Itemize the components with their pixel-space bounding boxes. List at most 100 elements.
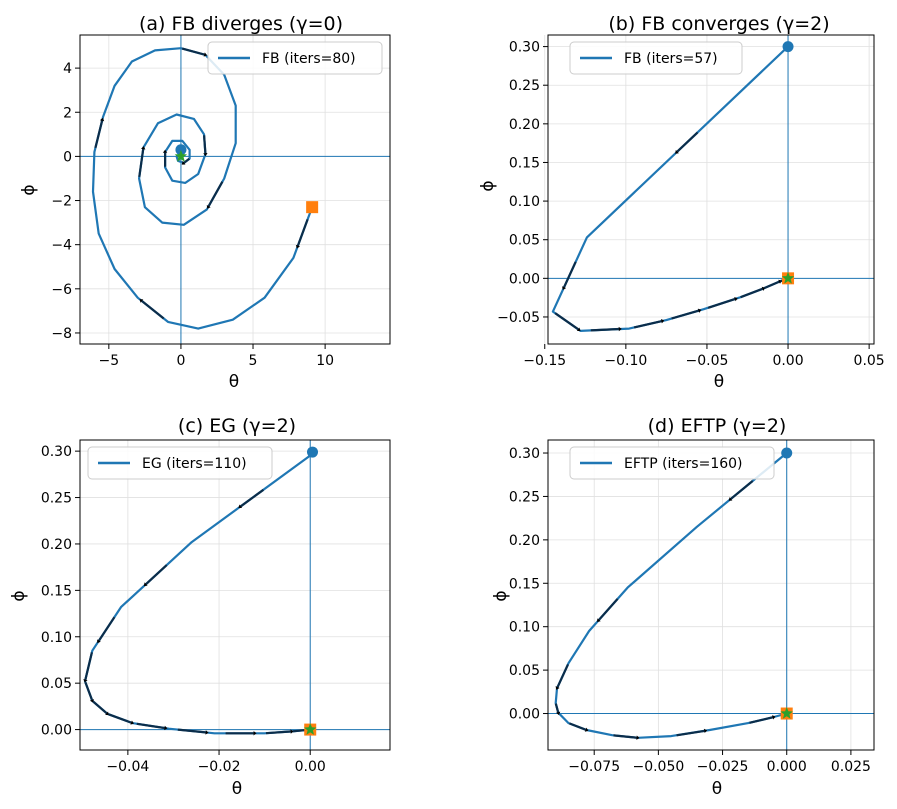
x-tick-label: −0.075 [568, 759, 620, 775]
x-tick-label: −0.02 [198, 759, 241, 775]
direction-arrow [633, 320, 662, 329]
y-tick-label: 2 [63, 105, 72, 121]
arrow-head [97, 639, 101, 644]
arrow-head [238, 504, 243, 509]
x-axis-label: θ [232, 779, 242, 799]
x-tick-label: −0.05 [685, 353, 728, 369]
y-axis-label: ϕ [491, 590, 511, 601]
direction-arrow [764, 280, 780, 290]
arrow-head [206, 205, 211, 209]
y-tick-label: 0.15 [41, 583, 72, 599]
y-tick-label: −8 [51, 326, 72, 342]
arrow-head [83, 679, 88, 683]
arrow-head [576, 327, 581, 332]
arrow-head [253, 731, 257, 736]
x-tick-label: −5 [99, 353, 120, 369]
y-tick-label: 0.15 [509, 576, 540, 592]
arrow-head [660, 319, 665, 324]
legend-label: EG (iters=110) [142, 456, 247, 472]
arrow-head [205, 730, 209, 735]
arrow-head [181, 161, 186, 165]
x-tick-label: 0.025 [831, 759, 871, 775]
direction-arrow [554, 312, 579, 331]
x-tick-label: −0.025 [697, 759, 749, 775]
y-tick-label: 0.20 [509, 533, 540, 549]
y-tick-label: 0.05 [41, 676, 72, 692]
y-tick-label: 0.00 [41, 723, 72, 739]
axes-frame [79, 439, 391, 751]
panel-c: −0.04 −0.02 0.00 0.00 0.05 0.10 0.15 0.20 0.25 0.… [9, 415, 391, 799]
y-tick-label: 0.10 [509, 194, 540, 210]
arrow-head [703, 728, 708, 734]
arrow-head [99, 117, 105, 122]
y-tick-label: 0.25 [41, 491, 72, 507]
chart-title: (b) FB converges (γ=2) [608, 13, 829, 35]
arrow-head [675, 150, 679, 154]
direction-arrow [676, 131, 699, 153]
direction-arrow [730, 480, 754, 500]
legend-label: FB (iters=57) [624, 51, 718, 67]
series-line [554, 452, 788, 739]
direction-arrow [749, 716, 773, 724]
series-line [551, 45, 789, 332]
y-tick-label: 0.10 [41, 630, 72, 646]
y-tick-label: 0.10 [509, 620, 540, 636]
plot-area: −0.15 −0.10 −0.05 0.00 0.05 −0.05 0.00 0.05 0.10… [497, 34, 885, 369]
panel-d: −0.075 −0.050 −0.025 0.000 0.025 0.00 0.05 0.10… [491, 415, 875, 799]
arrow-head [697, 308, 702, 313]
direction-arrow [554, 703, 560, 713]
y-tick-label: 4 [63, 61, 72, 77]
arrow-head [562, 286, 567, 290]
direction-arrow [141, 300, 165, 320]
arrow-head [761, 286, 766, 291]
y-tick-label: 0 [63, 149, 72, 165]
direction-arrow [138, 148, 145, 178]
arrow-head [141, 146, 146, 150]
direction-arrow [265, 730, 291, 735]
arrow-head [105, 711, 109, 716]
y-tick-label: 0.15 [509, 155, 540, 171]
direction-arrow [707, 298, 736, 309]
equilibrium-marker [307, 446, 318, 458]
y-tick-label: 0.05 [509, 233, 540, 249]
y-tick-label: 0.30 [509, 446, 540, 462]
y-axis-label: ϕ [19, 184, 39, 195]
y-tick-label: 0.05 [509, 663, 540, 679]
y-tick-label: 0.20 [41, 537, 72, 553]
x-tick-label: 5 [249, 353, 258, 369]
direction-arrow [203, 135, 207, 154]
x-tick-label: −0.10 [604, 353, 647, 369]
arrow-head [734, 297, 738, 302]
chart-title: (c) EG (γ=2) [178, 415, 296, 437]
arrow-head [290, 729, 294, 734]
direction-arrow [92, 700, 108, 715]
arrow-head [130, 720, 134, 725]
y-tick-label: 0.25 [509, 78, 540, 94]
x-axis-label: θ [714, 372, 724, 392]
arrow-head [636, 735, 640, 740]
final-marker [304, 723, 317, 735]
legend-box [207, 41, 383, 75]
x-axis-label: θ [712, 779, 722, 799]
axes-frame [79, 34, 391, 345]
x-tick-label: −0.15 [523, 353, 566, 369]
final-marker [174, 149, 188, 162]
axes-frame [547, 439, 875, 751]
y-tick-label: 0.20 [509, 117, 540, 133]
arrow-head [772, 715, 776, 720]
y-tick-label: −6 [51, 282, 72, 298]
final-marker [780, 707, 793, 719]
arrow-head [584, 727, 589, 732]
chart-title: (a) FB diverges (γ=0) [139, 13, 343, 35]
arrow-head [597, 618, 601, 623]
x-tick-label: 0 [176, 353, 185, 369]
direction-arrow [145, 564, 168, 585]
direction-arrow [181, 47, 205, 56]
direction-arrow [590, 327, 619, 332]
direction-arrow [207, 181, 224, 207]
plot-area: −0.04 −0.02 0.00 0.00 0.05 0.10 0.15 0.20 0.25 0.… [41, 439, 391, 775]
plot-area: −0.075 −0.050 −0.025 0.000 0.025 0.00 0.05 0.10… [509, 439, 875, 775]
y-tick-label: 0.30 [509, 40, 540, 56]
legend-label: EFTP (iters=160) [624, 456, 743, 472]
